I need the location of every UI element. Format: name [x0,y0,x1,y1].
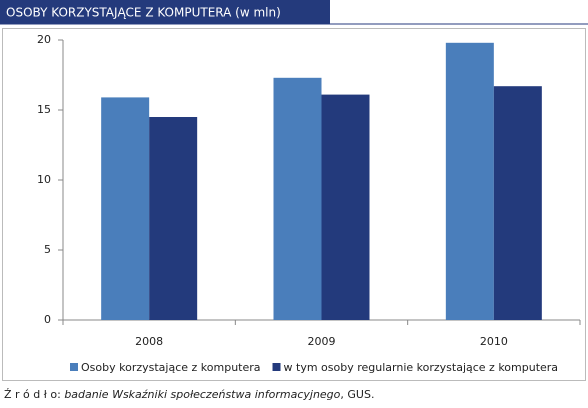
chart-frame [2,28,586,381]
legend-label: Osoby korzystające z komputera [81,361,261,374]
y-tick-label: 0 [44,313,51,326]
legend-swatch [272,363,281,371]
x-tick-label: 2008 [135,335,163,348]
x-tick-label: 2009 [308,335,336,348]
legend-swatch [70,363,78,371]
y-tick-label: 10 [37,173,51,186]
x-tick-label: 2010 [480,335,508,348]
legend-label: w tym osoby regularnie korzystające z ko… [284,361,559,374]
title-bar [0,0,330,24]
source-rest: , GUS. [340,388,374,401]
source-italic: badanie Wskaźniki społeczeństwa informac… [64,388,340,401]
y-tick-label: 15 [37,103,51,116]
bar [273,77,322,320]
bar [149,117,198,320]
chart-title: OSOBY KORZYSTAJĄCE Z KOMPUTERA (w mln) [6,6,281,20]
bar [321,94,370,320]
y-tick-label: 5 [44,243,51,256]
bar [101,97,150,321]
source: Ź r ó d ł o: badanie Wskaźniki społeczeń… [4,388,374,401]
bar [445,42,494,321]
bar [493,86,542,320]
source-label: Ź r ó d ł o: [4,388,61,401]
y-tick-label: 20 [37,33,51,46]
